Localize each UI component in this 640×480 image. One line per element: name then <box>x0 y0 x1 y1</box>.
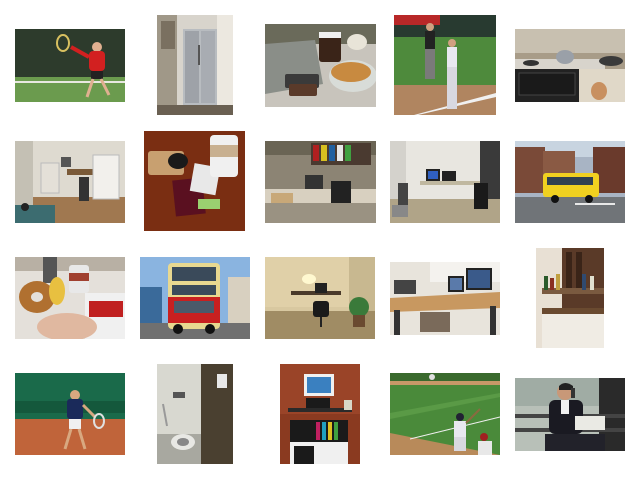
thumbnail-bar-bottles[interactable] <box>536 248 604 348</box>
thumbnail-room-refrigerator-desk[interactable] <box>15 141 125 223</box>
thumbnail-kitchen-stove[interactable] <box>515 29 625 102</box>
thumbnail-kitchen-refrigerator[interactable] <box>157 15 233 115</box>
thumbnail-office-cubicle[interactable] <box>265 141 376 223</box>
thumbnail-baseball-players-field[interactable] <box>394 15 496 115</box>
thumbnail-coffee-croissant-tray[interactable] <box>265 24 376 107</box>
thumbnail-desk-lamp-chair[interactable] <box>265 257 375 339</box>
thumbnail-baseball-batter[interactable] <box>390 373 500 455</box>
thumbnail-computer-workstation[interactable] <box>390 262 500 335</box>
thumbnail-double-decker-bus[interactable] <box>140 257 250 339</box>
thumbnail-donut-coffee-magazine[interactable] <box>15 257 125 339</box>
thumbnail-passport-coffee-table[interactable] <box>144 131 245 231</box>
thumbnail-yellow-bus-street[interactable] <box>515 141 625 223</box>
thumbnail-office-computer-desk[interactable] <box>390 141 500 223</box>
thumbnail-tennis-player-red-shirt[interactable] <box>15 29 125 102</box>
thumbnail-man-phone-bench[interactable] <box>515 378 625 451</box>
thumbnail-tennis-player-court[interactable] <box>15 373 125 455</box>
thumbnail-desk-shelf-monitor[interactable] <box>280 364 360 464</box>
thumbnail-bathroom-toilet[interactable] <box>157 364 233 464</box>
